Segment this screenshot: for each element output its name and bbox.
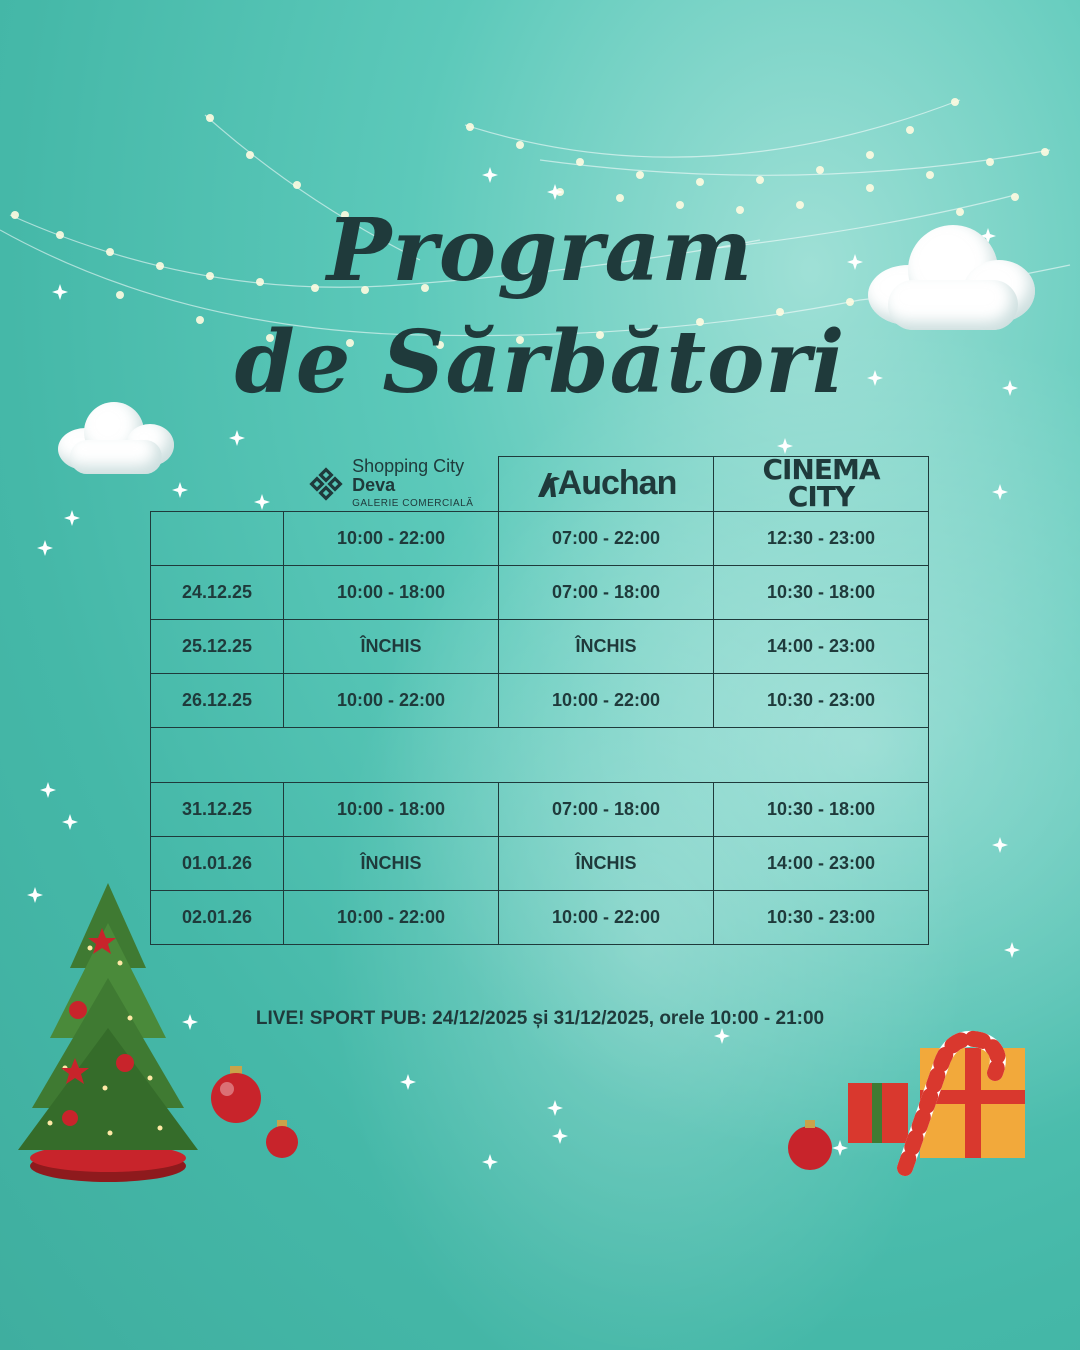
cinema-hours-cell: 14:00 - 23:00 — [713, 618, 929, 674]
sparkle-icon — [172, 482, 188, 498]
auchan-hours-cell: 10:00 - 22:00 — [498, 672, 714, 728]
auchan-hours-cell: 07:00 - 18:00 — [498, 564, 714, 620]
date-cell: 02.01.26 — [150, 889, 284, 945]
sparkle-icon — [547, 1100, 563, 1116]
sparkle-icon — [867, 370, 883, 386]
sparkle-icon — [552, 1128, 568, 1144]
sparkle-icon — [229, 430, 245, 446]
sparkle-icon — [52, 284, 68, 300]
auchan-hours-cell: 10:00 - 22:00 — [498, 889, 714, 945]
mall-hours-cell: 10:00 - 18:00 — [283, 781, 499, 837]
auchan-bird-icon — [537, 472, 560, 497]
auchan-hours-cell: 07:00 - 22:00 — [498, 510, 714, 566]
cloud-icon — [868, 225, 1038, 335]
shopping-city-location: Deva — [352, 475, 396, 496]
mall-hours-cell: 10:00 - 22:00 — [283, 672, 499, 728]
date-cell: 01.01.26 — [150, 835, 284, 891]
auchan-header: Auchan — [498, 456, 714, 512]
sparkle-icon — [547, 184, 563, 200]
date-cell: 31.12.25 — [150, 781, 284, 837]
title-line-1: Program — [326, 200, 754, 301]
sparkle-icon — [37, 540, 53, 556]
mall-hours-cell: 10:00 - 22:00 — [283, 889, 499, 945]
sparkle-icon — [1002, 380, 1018, 396]
table-row: 10:00 - 22:00 07:00 - 22:00 12:30 - 23:0… — [150, 510, 929, 566]
mall-hours-cell: 10:00 - 22:00 — [283, 510, 499, 566]
sparkle-icon — [482, 167, 498, 183]
cinema-hours-cell: 10:30 - 18:00 — [713, 781, 929, 837]
sport-pub-note: LIVE! SPORT PUB: 24/12/2025 și 31/12/202… — [255, 1008, 825, 1029]
auchan-hours-cell: ÎNCHIS — [498, 835, 714, 891]
table-row: 25.12.25 ÎNCHIS ÎNCHIS 14:00 - 23:00 — [150, 618, 929, 674]
auchan-logo: Auchan — [536, 464, 677, 503]
sparkle-icon — [40, 782, 56, 798]
shopping-city-name: Shopping City — [352, 456, 465, 477]
christmas-tree-icon — [18, 883, 198, 1182]
schedule-table: Shopping City Deva GALERIE COMERCIALĂ Au… — [150, 456, 929, 945]
sparkle-icon — [832, 1140, 848, 1156]
table-row: 01.01.26 ÎNCHIS ÎNCHIS 14:00 - 23:00 — [150, 835, 929, 891]
sparkle-icon — [182, 1014, 198, 1030]
sparkle-icon — [1004, 942, 1020, 958]
sparkle-icon — [254, 494, 270, 510]
table-row: 24.12.25 10:00 - 18:00 07:00 - 18:00 10:… — [150, 564, 929, 620]
mall-hours-cell: ÎNCHIS — [283, 618, 499, 674]
table-row: 02.01.26 10:00 - 22:00 10:00 - 22:00 10:… — [150, 889, 929, 945]
sparkle-icon — [400, 1074, 416, 1090]
cinema-hours-cell: 12:30 - 23:00 — [713, 510, 929, 566]
sparkle-icon — [992, 837, 1008, 853]
cinema-hours-cell: 10:30 - 23:00 — [713, 889, 929, 945]
sparkle-icon — [482, 1154, 498, 1170]
sparkle-icon — [980, 228, 996, 244]
cinema-city-header: CINEMA CITY — [713, 453, 929, 513]
sparkle-icon — [992, 484, 1008, 500]
cinema-city-line-2: CITY — [787, 479, 855, 513]
auchan-name: Auchan — [557, 464, 678, 503]
shopping-city-subtitle: GALERIE COMERCIALĂ — [352, 498, 474, 510]
header-row: Shopping City Deva GALERIE COMERCIALĂ Au… — [151, 453, 929, 513]
spacer-row — [150, 726, 929, 783]
cinema-hours-cell: 10:30 - 18:00 — [713, 564, 929, 620]
mall-hours-cell: ÎNCHIS — [283, 835, 499, 891]
date-cell: 25.12.25 — [150, 618, 284, 674]
date-cell: 24.12.25 — [150, 564, 284, 620]
auchan-hours-cell: 07:00 - 18:00 — [498, 781, 714, 837]
shopping-city-header: Shopping City Deva GALERIE COMERCIALĂ — [283, 456, 499, 512]
sparkle-icon — [714, 1028, 730, 1044]
shopping-city-logo-icon — [309, 466, 343, 501]
cinema-city-logo: CINEMA CITY — [762, 453, 880, 513]
header-empty-cell — [151, 457, 284, 512]
title-line-2: de Sărbători — [234, 312, 846, 413]
ornament-icon — [211, 1066, 298, 1158]
gift-box-icon — [788, 1030, 1025, 1176]
cinema-city-line-1: CINEMA — [762, 453, 880, 486]
mall-hours-cell: 10:00 - 18:00 — [283, 564, 499, 620]
spacer-cell — [150, 726, 929, 783]
date-cell: 26.12.25 — [150, 672, 284, 728]
auchan-hours-cell: ÎNCHIS — [498, 618, 714, 674]
cinema-hours-cell: 10:30 - 23:00 — [713, 672, 929, 728]
cinema-hours-cell: 14:00 - 23:00 — [713, 835, 929, 891]
sparkle-icon — [847, 254, 863, 270]
table-row: 26.12.25 10:00 - 22:00 10:00 - 22:00 10:… — [150, 672, 929, 728]
sparkle-icon — [27, 887, 43, 903]
table-row: 31.12.25 10:00 - 18:00 07:00 - 18:00 10:… — [150, 781, 929, 837]
sparkle-icon — [777, 438, 793, 454]
sparkle-icon — [64, 510, 80, 526]
cloud-icon — [58, 402, 176, 474]
sparkle-icon — [62, 814, 78, 830]
date-cell — [150, 510, 284, 566]
